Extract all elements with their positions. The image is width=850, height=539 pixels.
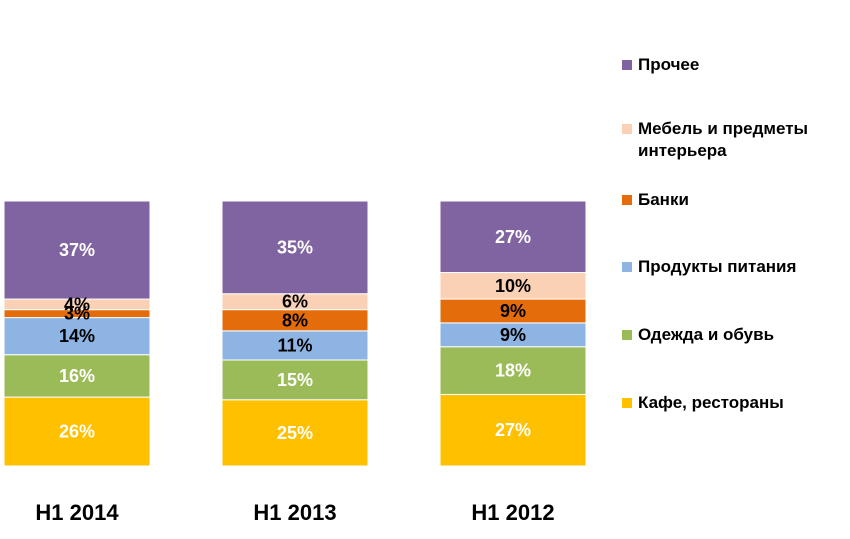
data-label: 27% bbox=[495, 227, 531, 247]
legend-label: Одежда и обувь bbox=[638, 325, 774, 344]
bar-segment bbox=[439, 200, 587, 274]
data-label: 10% bbox=[495, 276, 531, 296]
legend-swatch bbox=[622, 262, 632, 272]
data-label: 16% bbox=[59, 366, 95, 386]
data-label: 37% bbox=[59, 240, 95, 260]
bar-segment bbox=[439, 272, 587, 300]
legend-label: Мебель и предметы bbox=[638, 119, 808, 138]
data-label: 3% bbox=[64, 304, 90, 324]
data-label: 11% bbox=[277, 335, 312, 355]
data-label: 25% bbox=[277, 423, 313, 443]
data-label: 9% bbox=[500, 301, 526, 321]
legend-swatch bbox=[622, 398, 632, 408]
data-label: 35% bbox=[277, 237, 313, 257]
legend-label: интерьера bbox=[638, 141, 727, 160]
legend-label: Банки bbox=[638, 190, 689, 209]
data-label: 8% bbox=[282, 310, 308, 330]
data-label: 4% bbox=[64, 294, 90, 314]
legend-swatch bbox=[622, 124, 632, 134]
legend-swatch bbox=[622, 330, 632, 340]
data-label: 26% bbox=[59, 422, 95, 442]
legend-swatch bbox=[622, 60, 632, 70]
legend-label: Продукты питания bbox=[638, 257, 796, 276]
data-label: 9% bbox=[500, 325, 526, 345]
bar-segment bbox=[3, 396, 151, 467]
legend-label: Прочее bbox=[638, 55, 699, 74]
data-label: 18% bbox=[495, 361, 531, 381]
category-label: H1 2014 bbox=[35, 500, 119, 525]
category-label: H1 2013 bbox=[253, 500, 336, 525]
segment-labels-group: 26% 16% 14%3%4% 37% 25% 15% 11% 8%6% 35% 27% 18% 9%… bbox=[59, 227, 531, 443]
data-label: 6% bbox=[282, 292, 308, 312]
bar-segment bbox=[439, 346, 587, 395]
legend-swatch bbox=[622, 195, 632, 205]
bar-segment bbox=[439, 393, 587, 467]
bar-segment bbox=[3, 354, 151, 398]
data-label: 14% bbox=[59, 326, 95, 346]
data-label: 15% bbox=[277, 370, 313, 390]
legend-label: Кафе, рестораны bbox=[638, 393, 784, 412]
data-label: 27% bbox=[495, 420, 531, 440]
bar-segment bbox=[3, 200, 151, 300]
bar-segment bbox=[221, 330, 369, 361]
bar-segment bbox=[221, 200, 369, 295]
category-labels-group: H1 2014 H1 2013 H1 2012 bbox=[35, 500, 554, 525]
bars-group bbox=[3, 200, 587, 467]
legend: Прочее Мебель и предметы интерьера Банки Про… bbox=[622, 55, 808, 412]
category-label: H1 2012 bbox=[471, 500, 554, 525]
